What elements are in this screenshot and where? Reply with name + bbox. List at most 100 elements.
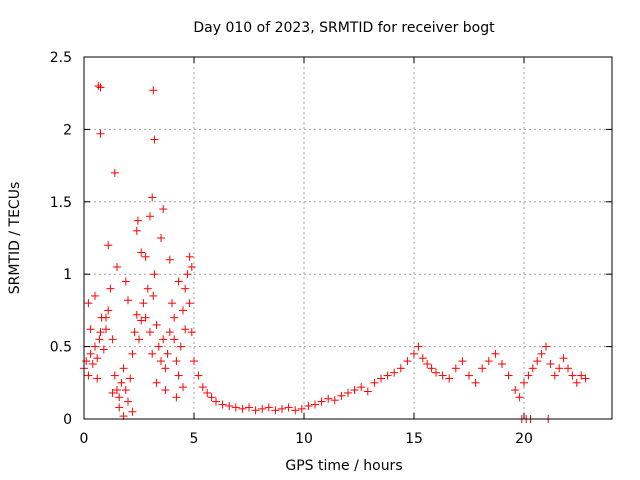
data-point [108,335,117,344]
data-point [511,386,520,395]
data-point [110,168,119,177]
data-point [141,252,150,261]
data-point [163,349,172,358]
data-point [172,393,181,402]
data-point [218,400,227,409]
points-layer [80,81,590,423]
y-tick-label: 1.5 [50,195,72,211]
data-point [528,364,537,373]
data-point [491,349,500,358]
data-point [141,313,150,322]
data-point [121,386,130,395]
data-point [91,342,99,351]
data-point [124,397,132,406]
data-point [427,364,436,373]
data-point [297,404,306,413]
x-tick-label: 10 [295,431,313,447]
data-point [383,371,392,380]
data-point [498,359,506,368]
data-point [115,403,124,412]
data-point [187,328,196,337]
data-point [165,255,174,264]
data-point [245,403,253,412]
data-point [284,403,293,412]
data-point [121,277,130,286]
y-axis-label: SRMTID / TECUs [7,182,23,295]
data-point [172,357,181,366]
data-point [133,216,142,225]
data-point [149,291,158,300]
data-point [377,374,385,383]
y-tick-label: 0 [63,412,72,428]
data-point [113,386,121,395]
data-point [181,284,190,293]
data-point [225,401,234,410]
x-tick-label: 20 [515,431,533,447]
data-point [86,325,95,334]
data-point [148,349,157,358]
data-point [117,378,126,387]
data-point [84,371,93,380]
data-point [174,371,183,380]
data-point [126,374,135,383]
data-point [390,368,399,377]
data-point [238,404,247,413]
data-point [438,371,447,380]
data-point [330,396,339,405]
data-point [113,262,121,271]
data-point [187,262,196,271]
data-point [170,335,179,344]
data-point [93,374,102,383]
data-point [550,371,559,380]
data-point [271,406,280,415]
data-point [132,310,141,319]
data-point [157,234,165,242]
data-point [130,328,139,337]
data-point [149,86,158,95]
plot-frame [83,56,613,420]
data-point [165,328,174,337]
data-point [194,371,203,380]
data-point [445,374,454,383]
data-point [115,393,124,402]
data-point [577,371,586,380]
y-tick-label: 1 [63,267,72,283]
data-point [150,270,159,279]
data-point [159,205,168,214]
data-point [102,325,110,334]
data-point [106,284,115,293]
data-point [350,386,359,395]
data-point [148,193,157,202]
data-point [564,364,572,373]
data-point [520,378,528,387]
data-point [317,397,326,406]
data-point [102,313,110,322]
data-point [264,403,273,412]
data-point [568,371,577,380]
data-point [96,83,105,92]
data-point [190,357,198,366]
y-tick-label: 2.5 [50,50,72,66]
data-point [174,277,183,286]
data-point [137,248,146,257]
data-point [471,378,480,387]
data-point [183,270,192,279]
data-point [139,299,148,308]
data-point [465,371,473,380]
data-point [251,406,260,415]
data-point [478,364,487,373]
data-point [185,252,194,261]
y-tick-label: 0.5 [50,340,72,356]
data-point [370,378,379,387]
data-point [203,388,212,397]
data-point [581,374,590,383]
data-point [104,306,113,315]
data-point [231,403,240,412]
data-point [337,391,346,400]
data-point [168,299,176,308]
data-point [128,407,137,416]
data-point [152,378,161,387]
data-point [161,386,170,395]
